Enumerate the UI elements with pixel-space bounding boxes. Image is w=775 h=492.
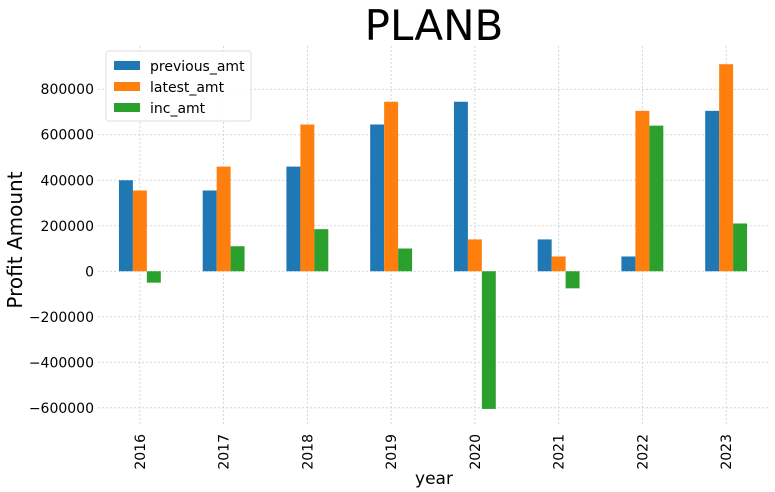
y-tick-label: 0 [85,264,94,280]
bar-inc_amt-2017 [230,246,245,272]
bar-inc_amt-2021 [565,271,580,289]
bar-inc_amt-2022 [649,125,664,272]
bars [118,64,748,409]
bar-previous_amt-2018 [286,166,301,272]
x-tick-label: 2020 [468,434,484,470]
legend: previous_amt latest_amt inc_amt [105,50,252,122]
y-tick-label: −400000 [29,355,94,371]
y-tick-label: −600000 [29,401,94,417]
bar-inc_amt-2016 [146,271,161,283]
y-axis-label: Profit Amount [3,171,27,308]
bar-inc_amt-2019 [398,248,413,272]
y-tick-label: 800000 [41,82,94,98]
y-tick-label: 400000 [41,173,94,189]
bar-latest_amt-2017 [216,166,231,272]
y-axis: −600000 −400000 −200000 0 200000 400000 600000… [29,82,94,417]
bar-previous_amt-2021 [537,239,552,272]
chart-title: PLANB [365,1,504,50]
bar-latest_amt-2020 [467,239,482,272]
legend-label: latest_amt [150,80,225,96]
bar-previous_amt-2023 [705,110,720,272]
bar-previous_amt-2022 [621,256,636,272]
x-tick-label: 2016 [133,434,149,470]
x-axis: 2016 2017 2018 2019 2020 2021 2022 2023 [133,434,735,470]
legend-box [105,50,252,122]
bar-inc_amt-2023 [733,223,748,272]
legend-label: inc_amt [150,101,206,117]
bar-latest_amt-2023 [719,64,734,272]
x-tick-label: 2021 [552,434,568,470]
bar-previous_amt-2017 [202,190,217,272]
legend-swatch [114,82,140,91]
legend-label: previous_amt [150,59,245,75]
bar-previous_amt-2016 [118,180,133,272]
y-tick-label: 600000 [41,128,94,144]
y-tick-label: 200000 [41,219,94,235]
bar-latest_amt-2019 [384,101,399,272]
bar-latest_amt-2021 [551,256,566,272]
bar-inc_amt-2018 [314,229,329,272]
bar-previous_amt-2019 [370,124,385,272]
legend-swatch [114,61,140,70]
x-axis-label: year [415,469,453,489]
x-tick-label: 2017 [217,434,233,470]
x-tick-label: 2018 [300,434,316,470]
x-tick-label: 2023 [719,434,735,470]
bar-latest_amt-2016 [132,190,147,272]
bar-inc_amt-2020 [481,271,496,409]
x-tick-label: 2019 [384,434,400,470]
bar-latest_amt-2018 [300,124,315,272]
x-tick-label: 2022 [635,434,651,470]
legend-swatch [114,103,140,112]
bar-latest_amt-2022 [635,110,650,272]
y-tick-label: −200000 [29,310,94,326]
bar-previous_amt-2020 [453,101,468,272]
